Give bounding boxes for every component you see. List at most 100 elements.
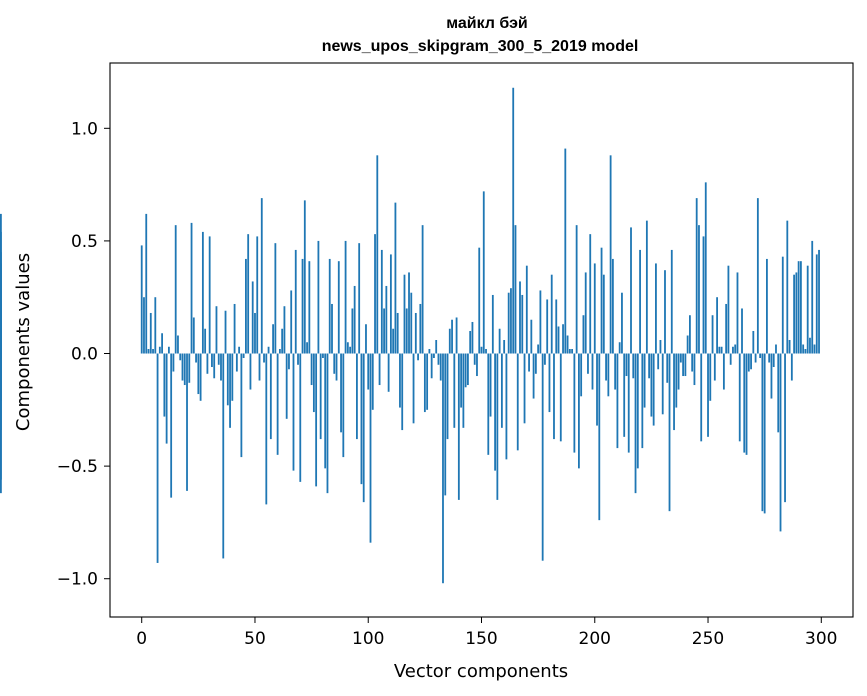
bar-136 — [448, 328, 451, 354]
bar-78 — [317, 240, 320, 354]
chart-title: майкл бэй — [446, 15, 528, 32]
bar-202 — [598, 353, 601, 521]
bar-58 — [272, 324, 274, 354]
bar-219 — [636, 353, 639, 469]
bar-19 — [183, 353, 186, 386]
bar-59 — [274, 243, 277, 354]
bar-97 — [360, 353, 363, 485]
bar-40 — [231, 353, 234, 401]
bar-182 — [553, 353, 555, 440]
bar-76 — [312, 353, 315, 413]
bar-152 — [485, 349, 487, 354]
bar-93 — [351, 308, 354, 354]
bar-269 — [750, 353, 752, 370]
bar-192 — [575, 225, 578, 354]
bar-109 — [387, 353, 390, 392]
bar-147 — [473, 353, 476, 365]
bar-101 — [369, 353, 372, 543]
bar-239 — [682, 353, 685, 377]
bar-288 — [793, 274, 796, 354]
bar-249 — [704, 182, 707, 354]
bar-268 — [747, 353, 750, 372]
bar-89 — [342, 353, 345, 458]
bar-227 — [655, 263, 657, 354]
bar-214 — [625, 353, 628, 377]
bar-47 — [247, 234, 250, 354]
bar-184 — [557, 326, 560, 354]
bar-272 — [756, 198, 759, 354]
bar-165 — [514, 225, 517, 354]
bar-299 — [818, 249, 820, 354]
bar-127 — [428, 349, 431, 354]
bar-85 — [333, 353, 336, 374]
bar-1 — [143, 297, 145, 354]
bar-69 — [297, 353, 299, 365]
bar-166 — [516, 353, 519, 451]
bar-195 — [582, 315, 585, 354]
bar-135 — [446, 353, 449, 440]
bar-51 — [256, 236, 259, 354]
bar-74 — [308, 261, 311, 354]
bar-231 — [664, 270, 666, 354]
bar-176 — [539, 290, 542, 354]
bar-8 — [158, 346, 161, 354]
bar-178 — [544, 353, 546, 365]
bar-289 — [795, 272, 798, 354]
bar-150 — [480, 346, 483, 354]
bar-133 — [442, 353, 444, 584]
y-axis-label: Components values — [13, 253, 34, 431]
bar-266 — [743, 353, 746, 453]
bar-6 — [154, 297, 157, 354]
bar-107 — [383, 308, 385, 354]
bar-285 — [786, 220, 789, 354]
bar-156 — [494, 353, 496, 471]
bar-185 — [559, 353, 562, 442]
bar-263 — [736, 272, 739, 354]
bar-186 — [562, 324, 564, 354]
bar-138 — [453, 353, 456, 428]
bar-233 — [668, 353, 671, 512]
bar-66 — [290, 290, 293, 354]
bar-223 — [645, 220, 648, 354]
bar-179 — [546, 299, 549, 354]
bar-123 — [419, 303, 422, 354]
bar-43 — [238, 346, 241, 354]
bar-204 — [602, 274, 605, 354]
bar-146 — [471, 321, 474, 354]
x-tick-label: 250 — [692, 629, 724, 649]
bar-81 — [324, 353, 327, 469]
bar-112 — [394, 202, 397, 354]
bar-281 — [777, 353, 780, 433]
plot-frame — [109, 62, 854, 618]
bar-167 — [519, 281, 521, 354]
bar-27 — [201, 231, 204, 354]
bar-290 — [797, 261, 800, 354]
bar-132 — [439, 353, 442, 381]
y-axis-ticks: −1.0 −0.5 0.0 0.5 1.0 — [57, 119, 110, 590]
bar-115 — [401, 353, 404, 431]
bar-226 — [652, 353, 655, 426]
bar-149 — [478, 247, 481, 354]
bar-200 — [593, 263, 596, 354]
bar-46 — [245, 258, 247, 354]
bar-251 — [709, 353, 712, 401]
bar-237 — [677, 353, 680, 390]
bar-41 — [233, 303, 236, 354]
bar-52 — [258, 353, 261, 381]
bar-98 — [362, 353, 365, 503]
bar-234 — [670, 249, 673, 354]
y-tick-label: 0.5 — [71, 232, 98, 252]
bar-274 — [761, 353, 764, 512]
bar-216 — [630, 227, 632, 354]
bar-169 — [523, 353, 526, 424]
bar-222 — [643, 353, 646, 408]
bar-172 — [530, 319, 533, 354]
bar-194 — [580, 353, 583, 397]
bar-118 — [408, 272, 410, 354]
y-tick-label: 0.0 — [71, 345, 98, 365]
bar-273 — [759, 353, 762, 359]
bar-246 — [698, 225, 700, 354]
bar-128 — [430, 353, 433, 379]
bar-173 — [532, 353, 535, 399]
bar-10 — [163, 353, 166, 417]
